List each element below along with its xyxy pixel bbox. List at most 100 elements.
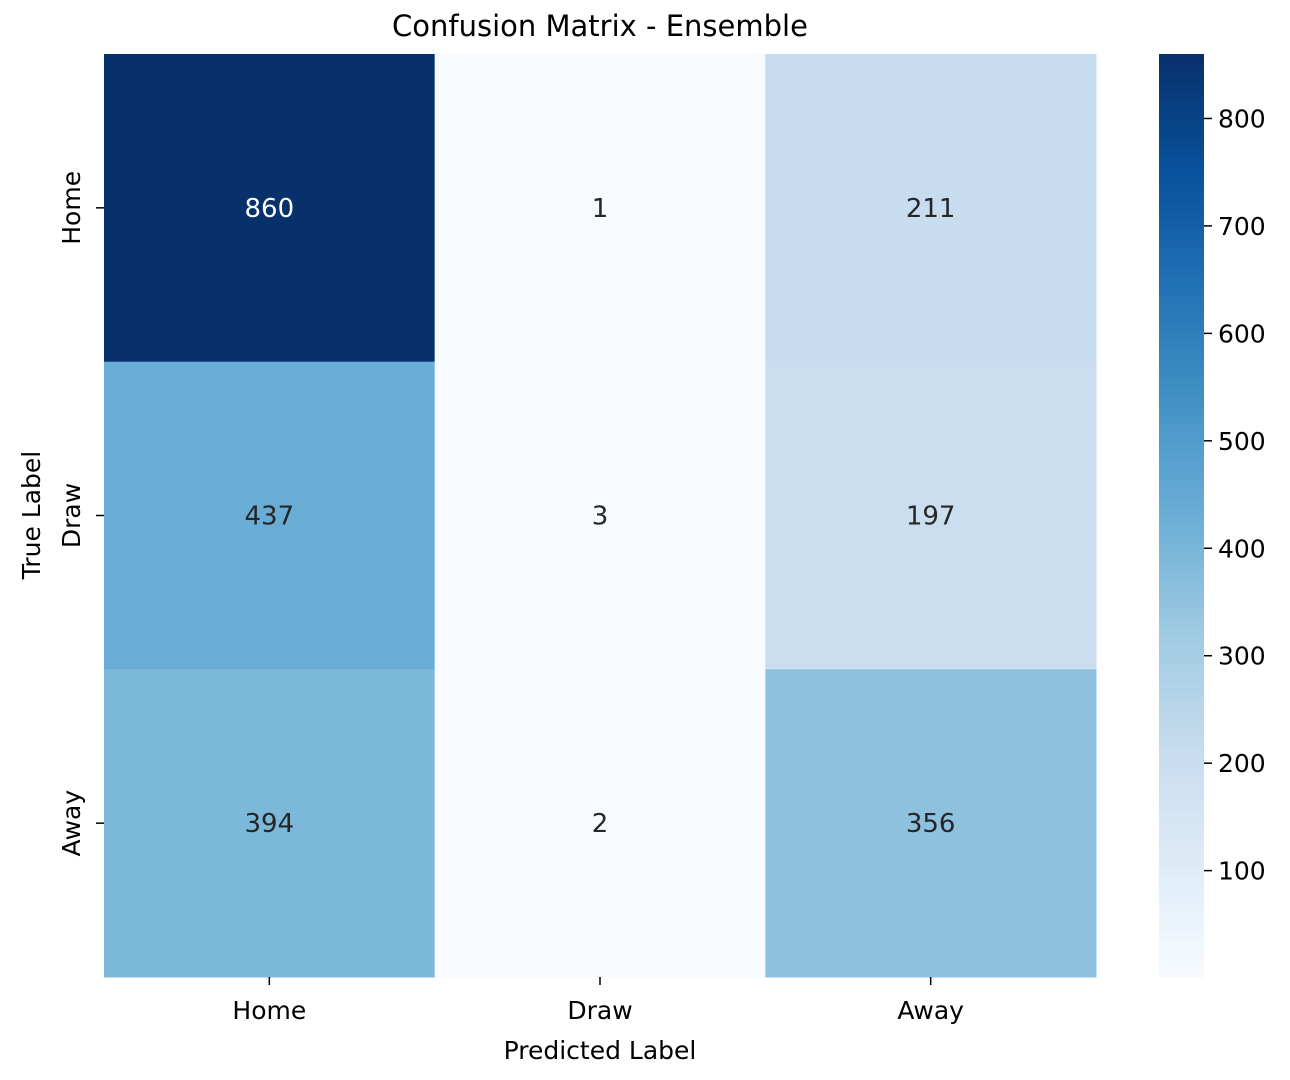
x-tick-label: Away (897, 996, 964, 1025)
colorbar-segment (1159, 127, 1204, 138)
heatmap-cell-away-draw (434, 669, 766, 978)
colorbar-segment (1159, 893, 1204, 904)
cell-value-label: 197 (906, 502, 956, 532)
colorbar-segment (1159, 469, 1204, 480)
colorbar-segment (1159, 100, 1204, 111)
colorbar-segment (1159, 395, 1204, 406)
heatmap-cell-home-away (765, 54, 1097, 363)
x-tick-label: Home (232, 996, 306, 1025)
colorbar-segment (1159, 284, 1204, 295)
x-axis-title: Predicted Label (504, 1036, 697, 1065)
colorbar-segment (1159, 164, 1204, 175)
colorbar-segment (1159, 700, 1204, 711)
colorbar-segment (1159, 552, 1204, 563)
colorbar-segment (1159, 949, 1204, 960)
colorbar-segment (1159, 644, 1204, 655)
colorbar-tick-label: 500 (1218, 427, 1266, 456)
colorbar-segment (1159, 72, 1204, 83)
colorbar-segment (1159, 570, 1204, 581)
colorbar-segment (1159, 524, 1204, 535)
colorbar-tick-label: 800 (1218, 104, 1266, 133)
colorbar-segment (1159, 303, 1204, 314)
y-tick-label: Draw (57, 483, 86, 548)
colorbar-segment (1159, 432, 1204, 443)
colorbar-segment (1159, 515, 1204, 526)
colorbar-segment (1159, 266, 1204, 277)
cell-value-label: 211 (906, 194, 956, 224)
colorbar-segment (1159, 293, 1204, 305)
colorbar-segment (1159, 81, 1204, 92)
colorbar-segment (1159, 690, 1204, 701)
colorbar-segment (1159, 607, 1204, 618)
colorbar-segment (1159, 847, 1204, 858)
colorbar-segment (1159, 183, 1204, 194)
colorbar-segment (1159, 940, 1204, 951)
colorbar-segment (1159, 866, 1204, 877)
colorbar-segment (1159, 340, 1204, 351)
colorbar-segment (1159, 598, 1204, 609)
colorbar-segment (1159, 773, 1204, 784)
colorbar-segment (1159, 506, 1204, 517)
colorbar-tick-label: 100 (1218, 857, 1266, 886)
heatmap-cell-draw-home (104, 361, 436, 670)
colorbar-segment (1159, 201, 1204, 212)
heatmap-cell-away-home (104, 669, 436, 978)
colorbar-segment (1159, 478, 1204, 489)
colorbar-segment (1159, 718, 1204, 729)
cell-value-label: 356 (906, 809, 956, 839)
colorbar-segment (1159, 533, 1204, 544)
colorbar-segment (1159, 54, 1204, 65)
colorbar-segment (1159, 63, 1204, 74)
colorbar-segment (1159, 672, 1204, 683)
colorbar-segment (1159, 192, 1204, 203)
colorbar-segment (1159, 423, 1204, 434)
cell-value-label: 394 (245, 809, 295, 839)
colorbar-segment (1159, 349, 1204, 360)
colorbar-segment (1159, 155, 1204, 166)
colorbar-segment (1159, 220, 1204, 231)
axes: Home Draw Away Home Draw Away (57, 171, 964, 1025)
colorbar-segment (1159, 561, 1204, 572)
colorbar-segment (1159, 663, 1204, 674)
colorbar-tick-label: 400 (1218, 534, 1266, 563)
colorbar-segment (1159, 109, 1204, 120)
colorbar-segment (1159, 257, 1204, 268)
colorbar-segment (1159, 903, 1204, 914)
y-tick-label: Away (57, 790, 86, 857)
colorbar-segment (1159, 709, 1204, 720)
colorbar: 100 200 300 400 500 600 700 800 (1159, 54, 1266, 978)
colorbar-segment (1159, 820, 1204, 831)
cell-value-labels: 860 1 211 437 3 197 394 2 356 (245, 194, 956, 839)
colorbar-segment (1159, 367, 1204, 378)
colorbar-segment (1159, 377, 1204, 388)
colorbar-segment (1159, 386, 1204, 397)
colorbar-segment (1159, 746, 1204, 757)
colorbar-segment (1159, 580, 1204, 591)
colorbar-segment (1159, 755, 1204, 766)
colorbar-segment (1159, 792, 1204, 803)
colorbar-segment (1159, 930, 1204, 941)
colorbar-segment (1159, 681, 1204, 692)
colorbar-segment (1159, 238, 1204, 249)
colorbar-segment (1159, 801, 1204, 812)
colorbar-segment (1159, 441, 1204, 452)
colorbar-segment (1159, 783, 1204, 794)
heatmap-cell-home-home (104, 54, 436, 363)
colorbar-tick-label: 600 (1218, 319, 1266, 348)
colorbar-segment (1159, 617, 1204, 628)
colorbar-segment (1159, 727, 1204, 738)
cell-value-label: 3 (592, 502, 609, 532)
colorbar-segment (1159, 312, 1204, 323)
colorbar-segment (1159, 764, 1204, 775)
colorbar-segment (1159, 875, 1204, 886)
colorbar-segment (1159, 829, 1204, 840)
colorbar-segment (1159, 626, 1204, 637)
y-axis-title: True Label (17, 451, 46, 581)
cell-value-label: 437 (245, 502, 295, 532)
heatmap-cells (104, 54, 1097, 978)
heatmap-cell-draw-away (765, 361, 1097, 670)
colorbar-segment (1159, 413, 1204, 424)
colorbar-segment (1159, 884, 1204, 895)
colorbar-segment (1159, 137, 1204, 148)
